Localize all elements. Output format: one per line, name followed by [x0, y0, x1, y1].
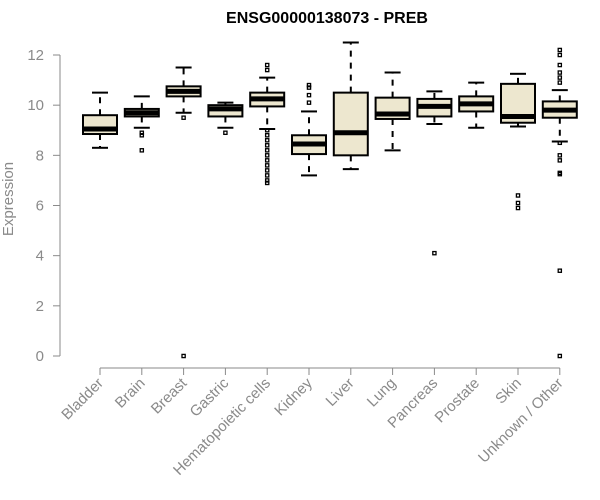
boxes-group — [82, 41, 578, 359]
box-lung — [374, 71, 411, 152]
outlier-point — [181, 353, 186, 359]
outlier-point — [306, 85, 312, 90]
outlier-point — [557, 140, 563, 146]
x-tick-label: Prostate — [431, 375, 483, 427]
chart-title: ENSG00000138073 - PREB — [226, 10, 428, 27]
outlier-point — [223, 130, 228, 136]
outlier-point — [515, 193, 521, 198]
x-tick-label: Bladder — [58, 375, 107, 424]
box-prostate — [458, 81, 495, 129]
y-tick-label: 12 — [27, 47, 44, 64]
box-pancreas — [416, 90, 453, 256]
outlier-point — [264, 158, 270, 163]
x-tick-label: Skin — [492, 375, 525, 408]
box-bladder — [82, 91, 118, 149]
box-gastric — [207, 101, 244, 136]
box-liver — [332, 41, 369, 171]
x-tick-label: Liver — [323, 375, 358, 410]
outlier-point — [264, 168, 270, 173]
box-unknown-other — [541, 47, 578, 359]
outlier-point — [306, 100, 312, 105]
outlier-point — [557, 52, 563, 58]
y-axis: 0 2 4 6 8 10 12 — [27, 47, 61, 365]
y-tick-label: 6 — [36, 198, 44, 215]
y-tick-label: 2 — [36, 298, 44, 315]
x-tick-label: Brain — [112, 375, 149, 412]
y-tick-label: 4 — [36, 248, 44, 265]
outlier-point — [557, 171, 563, 177]
outlier-point — [515, 205, 521, 211]
outlier-point — [306, 82, 312, 88]
outlier-point — [264, 173, 270, 178]
outlier-point — [557, 47, 563, 53]
outlier-point — [557, 268, 563, 273]
outlier-point — [264, 67, 270, 73]
outlier-point — [557, 75, 563, 80]
outlier-point — [264, 127, 270, 133]
x-tick-label: Lung — [364, 375, 400, 411]
outlier-point — [306, 92, 312, 98]
outlier-point — [264, 153, 270, 158]
x-tick-label: Breast — [148, 374, 191, 417]
y-axis-label: Expression — [0, 162, 17, 236]
box-breast — [165, 66, 202, 359]
outlier-point — [557, 353, 563, 359]
y-tick-label: 8 — [36, 147, 44, 164]
outlier-point — [264, 133, 270, 138]
box-iqr — [332, 91, 369, 157]
outlier-point — [432, 250, 437, 256]
outlier-point — [264, 163, 270, 168]
outlier-point — [264, 138, 270, 143]
box-brain — [123, 95, 160, 153]
y-tick-label: 0 — [36, 348, 44, 365]
outlier-point — [139, 148, 145, 153]
outlier-point — [557, 62, 563, 68]
outlier-point — [139, 133, 145, 138]
outlier-point — [557, 70, 563, 75]
outlier-point — [264, 143, 270, 148]
outlier-point — [264, 62, 270, 68]
box-kidney — [291, 82, 327, 177]
outlier-point — [557, 80, 563, 85]
outlier-point — [264, 148, 270, 153]
outlier-point — [181, 115, 186, 120]
x-tick-label: Kidney — [271, 374, 316, 419]
outlier-point — [515, 200, 521, 206]
box-hematopoietic-cells — [249, 62, 286, 186]
outlier-point — [139, 130, 145, 136]
outlier-point — [557, 153, 563, 158]
outlier-point — [557, 158, 563, 163]
outlier-point — [264, 180, 270, 186]
outlier-point — [264, 178, 270, 183]
box-skin — [500, 72, 536, 211]
y-tick-label: 10 — [27, 97, 44, 114]
